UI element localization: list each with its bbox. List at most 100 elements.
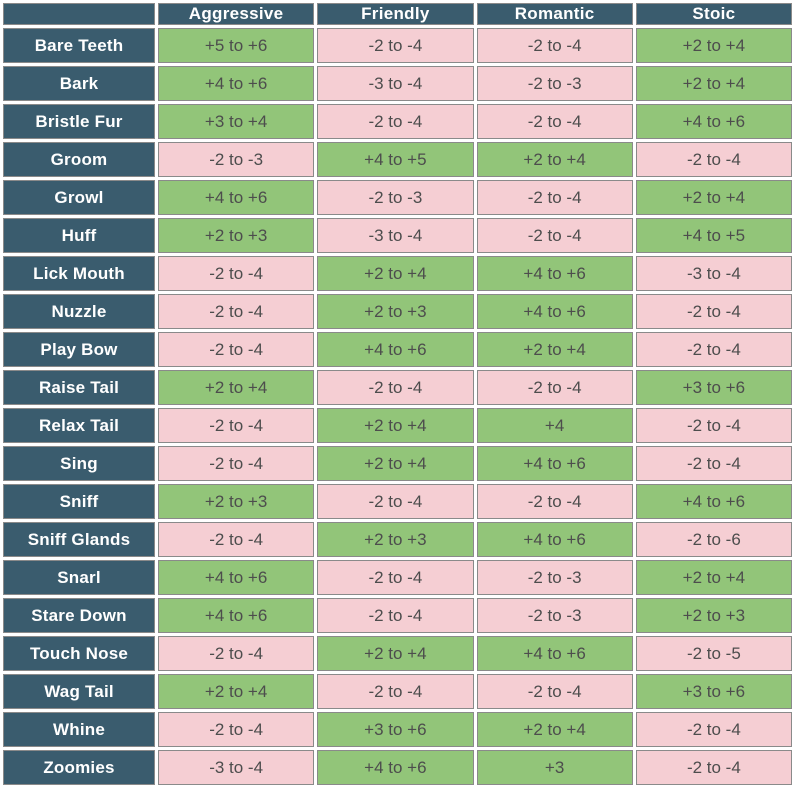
value-cell: -2 to -4 bbox=[158, 522, 315, 557]
table-row: Play Bow -2 to -4 +4 to +6 +2 to +4 -2 to -4 bbox=[3, 332, 792, 367]
corner-cell bbox=[3, 3, 155, 25]
table-row: Nuzzle -2 to -4 +2 to +3 +4 to +6 -2 to -4 bbox=[3, 294, 792, 329]
row-label: Snarl bbox=[3, 560, 155, 595]
value-cell: +4 to +6 bbox=[476, 256, 633, 291]
value-cell: -2 to -4 bbox=[476, 28, 633, 63]
row-label: Stare Down bbox=[3, 598, 155, 633]
value-cell: +2 to +3 bbox=[317, 522, 474, 557]
table-row: Touch Nose -2 to -4 +2 to +4 +4 to +6 -2 to … bbox=[3, 636, 792, 671]
row-label: Bristle Fur bbox=[3, 104, 155, 139]
value-cell: +4 to +6 bbox=[476, 636, 633, 671]
value-cell: +2 to +4 bbox=[635, 560, 792, 595]
table-row: Raise Tail +2 to +4 -2 to -4 -2 to -4 +3 to … bbox=[3, 370, 792, 405]
value-cell: +4 to +6 bbox=[635, 484, 792, 519]
table-row: Bark +4 to +6 -3 to -4 -2 to -3 +2 to +4 bbox=[3, 66, 792, 101]
row-label: Sing bbox=[3, 446, 155, 481]
value-cell: +4 to +6 bbox=[158, 560, 315, 595]
value-cell: -2 to -4 bbox=[158, 636, 315, 671]
value-cell: -2 to -3 bbox=[476, 66, 633, 101]
value-cell: -2 to -4 bbox=[635, 332, 792, 367]
value-cell: -2 to -4 bbox=[476, 180, 633, 215]
value-cell: +3 to +4 bbox=[158, 104, 315, 139]
value-cell: +4 to +6 bbox=[158, 598, 315, 633]
value-cell: -2 to -4 bbox=[635, 294, 792, 329]
row-label: Nuzzle bbox=[3, 294, 155, 329]
table-row: Lick Mouth -2 to -4 +2 to +4 +4 to +6 -3 to … bbox=[3, 256, 792, 291]
value-cell: +4 to +5 bbox=[317, 142, 474, 177]
table-row: Sing -2 to -4 +2 to +4 +4 to +6 -2 to -4 bbox=[3, 446, 792, 481]
value-cell: -2 to -4 bbox=[158, 712, 315, 747]
value-cell: +3 to +6 bbox=[635, 370, 792, 405]
value-cell: -2 to -4 bbox=[635, 712, 792, 747]
row-label: Zoomies bbox=[3, 750, 155, 785]
value-cell: -2 to -4 bbox=[476, 218, 633, 253]
table-row: Bristle Fur +3 to +4 -2 to -4 -2 to -4 +4 to… bbox=[3, 104, 792, 139]
table-row: Groom -2 to -3 +4 to +5 +2 to +4 -2 to -4 bbox=[3, 142, 792, 177]
value-cell: +2 to +3 bbox=[158, 484, 315, 519]
value-cell: -2 to -4 bbox=[317, 598, 474, 633]
value-cell: -2 to -3 bbox=[317, 180, 474, 215]
table-row: Stare Down +4 to +6 -2 to -4 -2 to -3 +2 to … bbox=[3, 598, 792, 633]
table-row: Relax Tail -2 to -4 +2 to +4 +4 -2 to -4 bbox=[3, 408, 792, 443]
row-label: Groom bbox=[3, 142, 155, 177]
value-cell: +2 to +4 bbox=[158, 370, 315, 405]
value-cell: -2 to -4 bbox=[635, 142, 792, 177]
row-label: Growl bbox=[3, 180, 155, 215]
value-cell: -2 to -3 bbox=[476, 560, 633, 595]
value-cell: +2 to +3 bbox=[317, 294, 474, 329]
value-cell: -2 to -4 bbox=[317, 104, 474, 139]
value-cell: -2 to -4 bbox=[158, 256, 315, 291]
value-cell: -2 to -3 bbox=[476, 598, 633, 633]
value-cell: -2 to -4 bbox=[317, 674, 474, 709]
table-row: Wag Tail +2 to +4 -2 to -4 -2 to -4 +3 to +6 bbox=[3, 674, 792, 709]
value-cell: +2 to +3 bbox=[635, 598, 792, 633]
value-cell: +3 to +6 bbox=[317, 712, 474, 747]
value-cell: -2 to -4 bbox=[635, 408, 792, 443]
row-label: Raise Tail bbox=[3, 370, 155, 405]
table-row: Whine -2 to -4 +3 to +6 +2 to +4 -2 to -4 bbox=[3, 712, 792, 747]
value-cell: +2 to +4 bbox=[635, 28, 792, 63]
value-cell: -2 to -4 bbox=[317, 560, 474, 595]
value-cell: -2 to -4 bbox=[476, 104, 633, 139]
value-cell: -2 to -4 bbox=[158, 294, 315, 329]
value-cell: -3 to -4 bbox=[158, 750, 315, 785]
value-cell: +4 bbox=[476, 408, 633, 443]
value-cell: +2 to +4 bbox=[317, 636, 474, 671]
value-cell: -2 to -4 bbox=[158, 408, 315, 443]
value-cell: +4 to +6 bbox=[317, 750, 474, 785]
row-label: Sniff bbox=[3, 484, 155, 519]
value-cell: -3 to -4 bbox=[317, 66, 474, 101]
row-label: Bare Teeth bbox=[3, 28, 155, 63]
value-cell: -2 to -4 bbox=[158, 332, 315, 367]
row-label: Wag Tail bbox=[3, 674, 155, 709]
value-cell: +4 to +6 bbox=[635, 104, 792, 139]
value-cell: +2 to +4 bbox=[476, 332, 633, 367]
row-label: Relax Tail bbox=[3, 408, 155, 443]
column-header-stoic: Stoic bbox=[635, 3, 792, 25]
value-cell: -2 to -4 bbox=[635, 446, 792, 481]
value-cell: +4 to +6 bbox=[317, 332, 474, 367]
table-row: Growl +4 to +6 -2 to -3 -2 to -4 +2 to +4 bbox=[3, 180, 792, 215]
value-cell: -2 to -4 bbox=[635, 750, 792, 785]
value-cell: +2 to +4 bbox=[476, 712, 633, 747]
row-label: Whine bbox=[3, 712, 155, 747]
value-cell: -2 to -4 bbox=[476, 370, 633, 405]
column-header-romantic: Romantic bbox=[476, 3, 633, 25]
value-cell: +2 to +4 bbox=[476, 142, 633, 177]
value-cell: +4 to +6 bbox=[158, 66, 315, 101]
value-cell: -2 to -4 bbox=[317, 370, 474, 405]
value-cell: +3 to +6 bbox=[635, 674, 792, 709]
value-cell: -2 to -4 bbox=[476, 484, 633, 519]
value-cell: -2 to -6 bbox=[635, 522, 792, 557]
table-row: Sniff +2 to +3 -2 to -4 -2 to -4 +4 to +6 bbox=[3, 484, 792, 519]
table-row: Huff +2 to +3 -3 to -4 -2 to -4 +4 to +5 bbox=[3, 218, 792, 253]
row-label: Bark bbox=[3, 66, 155, 101]
table-row: Sniff Glands -2 to -4 +2 to +3 +4 to +6 -2 t… bbox=[3, 522, 792, 557]
value-cell: +5 to +6 bbox=[158, 28, 315, 63]
table-row: Snarl +4 to +6 -2 to -4 -2 to -3 +2 to +4 bbox=[3, 560, 792, 595]
value-cell: +2 to +4 bbox=[317, 408, 474, 443]
value-cell: +4 to +6 bbox=[476, 522, 633, 557]
row-label: Sniff Glands bbox=[3, 522, 155, 557]
value-cell: -2 to -4 bbox=[317, 28, 474, 63]
